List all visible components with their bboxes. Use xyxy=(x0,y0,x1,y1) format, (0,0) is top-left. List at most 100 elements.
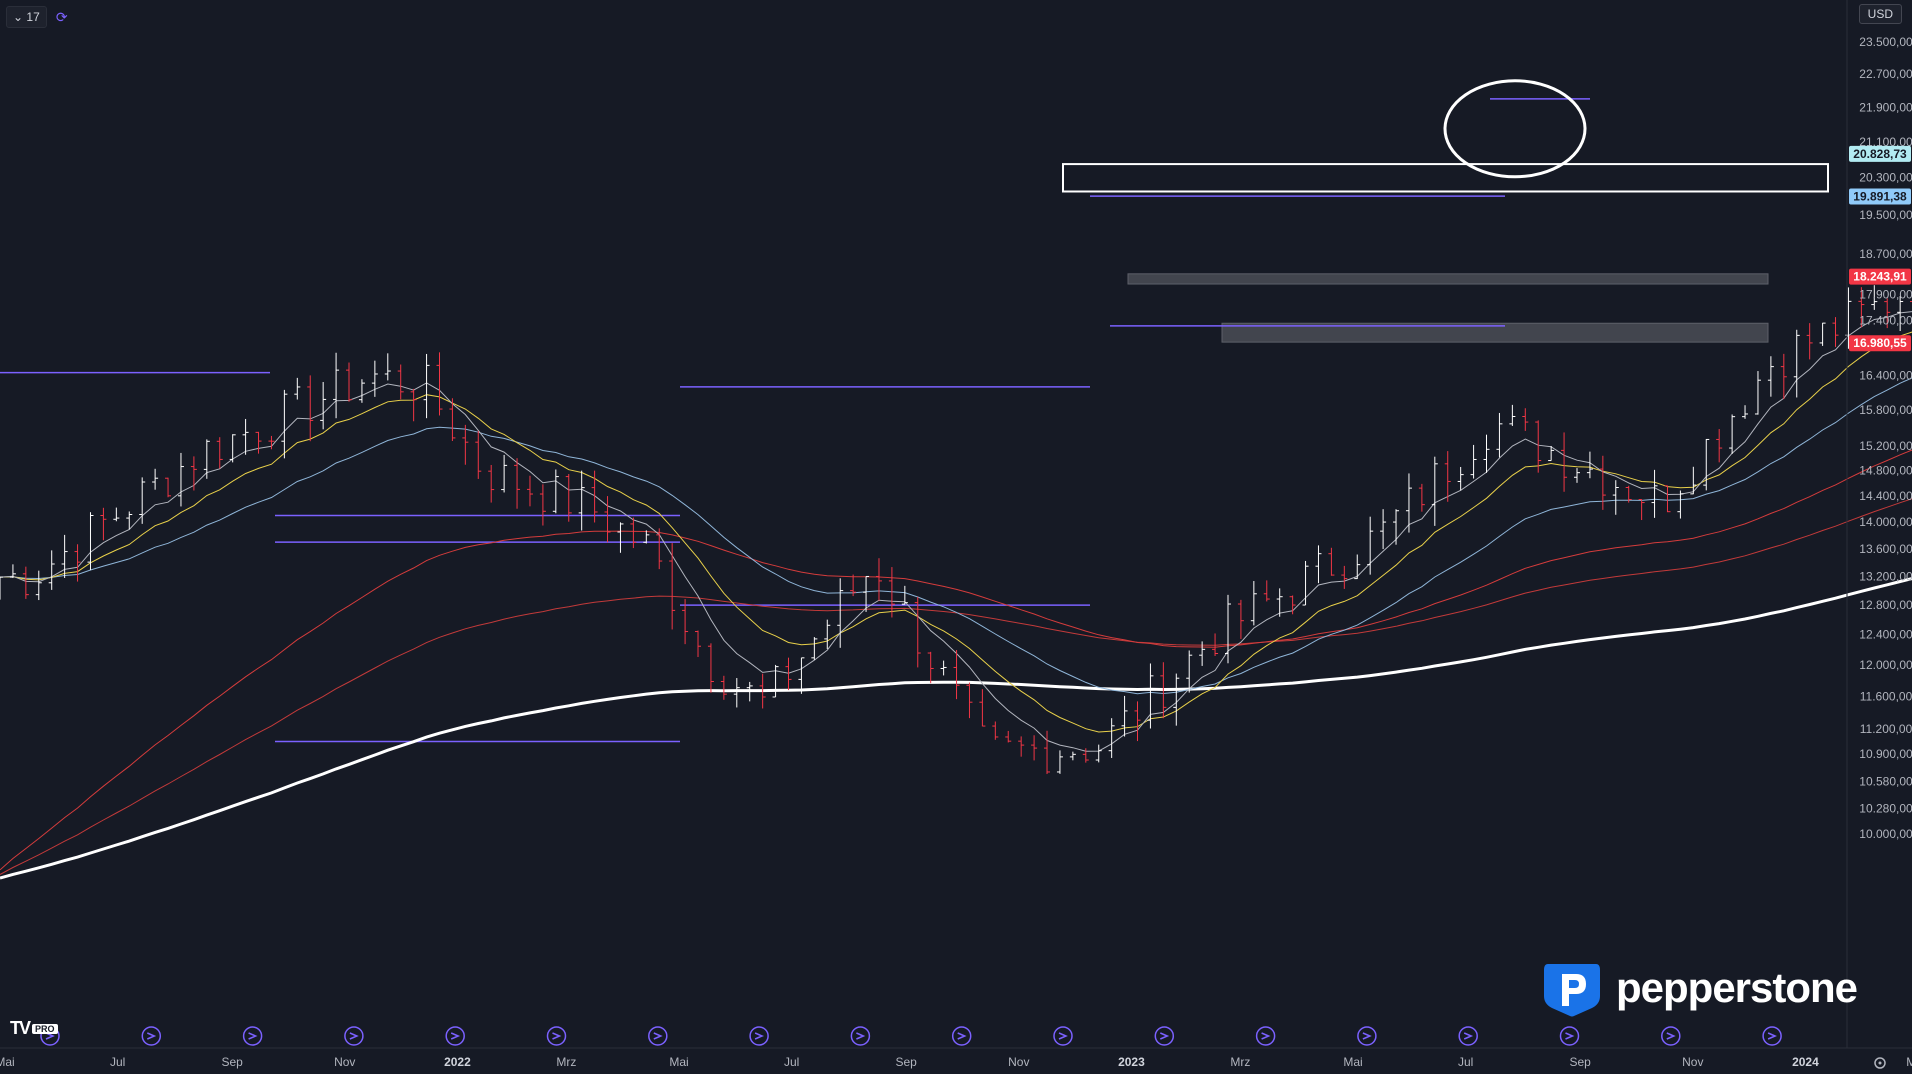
time-tick-label: Jul xyxy=(110,1055,125,1069)
candle xyxy=(22,566,29,599)
candle xyxy=(177,452,184,507)
interval-button[interactable]: ⌄ 17 xyxy=(6,6,47,28)
price-tick-label: 17.400,00 xyxy=(1859,314,1912,328)
candle xyxy=(126,511,133,530)
event-marker-icon[interactable] xyxy=(1053,1026,1073,1046)
price-tick-label: 13.200,00 xyxy=(1859,570,1912,584)
candle xyxy=(423,353,430,419)
event-marker-icon[interactable] xyxy=(141,1026,162,1046)
candle xyxy=(1586,451,1593,479)
event-marker-icon[interactable] xyxy=(1255,1026,1276,1046)
candle xyxy=(1005,730,1012,743)
event-marker-icon[interactable] xyxy=(951,1026,972,1046)
candle xyxy=(255,431,262,454)
candle xyxy=(436,352,443,416)
candle xyxy=(203,439,210,479)
candle xyxy=(74,544,81,582)
event-marker-icon[interactable] xyxy=(1661,1026,1681,1046)
time-tick-label: Mrz xyxy=(1906,1055,1912,1069)
price-tag-label: 18.243,91 xyxy=(1853,270,1907,284)
candle xyxy=(656,528,663,570)
candle xyxy=(1212,633,1219,656)
event-marker-icon[interactable] xyxy=(1762,1026,1782,1046)
price-tag: 16.980,55 xyxy=(1849,335,1911,352)
time-tick-label: Nov xyxy=(334,1055,355,1069)
candle xyxy=(1380,509,1387,550)
candle xyxy=(1767,356,1774,397)
price-tick-label: 19.500,00 xyxy=(1859,208,1912,222)
candle-layer xyxy=(0,285,1912,775)
candle xyxy=(1121,695,1128,737)
event-marker-icon[interactable] xyxy=(546,1026,567,1046)
candle xyxy=(617,522,624,553)
candle xyxy=(914,596,921,668)
candle xyxy=(811,637,818,660)
candle xyxy=(1496,412,1503,458)
currency-selector[interactable]: USD xyxy=(1858,4,1902,24)
price-tick-label: 21.100,00 xyxy=(1859,135,1912,149)
event-marker-icon[interactable] xyxy=(1458,1026,1478,1046)
event-marker-icon[interactable] xyxy=(1559,1026,1580,1046)
candle xyxy=(1418,483,1425,512)
candle xyxy=(1754,371,1761,415)
chevron-down-icon: ⌄ xyxy=(13,10,24,24)
ema-red1-line xyxy=(0,449,1912,871)
event-marker-icon[interactable] xyxy=(242,1026,263,1046)
event-marker-icon[interactable] xyxy=(1154,1026,1175,1046)
sync-icon[interactable]: ⟳ xyxy=(55,9,68,25)
candle xyxy=(1729,414,1736,454)
price-tag-label: 20.828,73 xyxy=(1853,147,1907,161)
candle xyxy=(1625,485,1632,503)
event-marker-icon[interactable] xyxy=(850,1026,871,1046)
candle xyxy=(1612,480,1619,515)
event-marker-icon[interactable] xyxy=(749,1026,769,1046)
event-marker-icon[interactable] xyxy=(648,1026,668,1046)
candle xyxy=(346,362,353,402)
candle xyxy=(1367,516,1374,575)
sma-white-line xyxy=(0,577,1912,880)
candle xyxy=(1483,434,1490,473)
candle xyxy=(1535,420,1542,473)
price-tick-label: 11.200,00 xyxy=(1860,722,1912,736)
price-axis[interactable]: 23.500,00 22.700,00 21.900,00 21.100,00 20.3… xyxy=(1859,35,1912,841)
price-tick-label: 10.900,00 xyxy=(1859,747,1912,761)
time-tick-label: 2023 xyxy=(1118,1055,1145,1069)
candle xyxy=(488,464,495,503)
candle xyxy=(371,360,378,397)
price-tick-label: 10.280,00 xyxy=(1859,801,1912,815)
price-tick-label: 15.200,00 xyxy=(1859,439,1912,453)
interval-label: 17 xyxy=(26,10,40,24)
candle xyxy=(100,507,107,541)
candle xyxy=(695,630,702,658)
candle xyxy=(1237,599,1244,639)
candle xyxy=(1806,323,1813,360)
time-axis[interactable]: Mai Jul Sep Nov 2022 Mrz Mai Jul Sep Nov 2023 Mrz Ma… xyxy=(0,1055,1912,1069)
candle xyxy=(1276,588,1283,617)
event-marker-icon[interactable] xyxy=(445,1026,465,1046)
price-tick-label: 13.600,00 xyxy=(1859,542,1912,556)
candle xyxy=(1470,444,1477,479)
price-tick-label: 16.400,00 xyxy=(1859,368,1912,382)
candle xyxy=(1108,718,1115,758)
settings-icon[interactable] xyxy=(1874,1057,1886,1069)
event-marker-icon[interactable] xyxy=(1357,1026,1377,1046)
event-marker-icon[interactable] xyxy=(344,1026,364,1046)
candle xyxy=(320,382,327,430)
pepperstone-mark-icon xyxy=(1544,964,1600,1017)
time-tick-label: 2022 xyxy=(444,1055,471,1069)
pro-badge: PRO xyxy=(32,1023,58,1034)
candle xyxy=(1573,468,1580,483)
price-tick-label: 12.800,00 xyxy=(1859,598,1912,612)
candle xyxy=(1832,317,1839,347)
candle xyxy=(1561,432,1568,492)
candle xyxy=(1522,408,1529,431)
candle xyxy=(1444,451,1451,502)
price-tag-label: 16.980,55 xyxy=(1853,336,1907,350)
annotation-layer xyxy=(1443,79,1587,179)
candle xyxy=(1031,735,1038,761)
price-tick-label: 11.600,00 xyxy=(1860,689,1912,703)
candle xyxy=(759,673,766,709)
candle xyxy=(720,675,727,700)
candle xyxy=(875,558,882,601)
